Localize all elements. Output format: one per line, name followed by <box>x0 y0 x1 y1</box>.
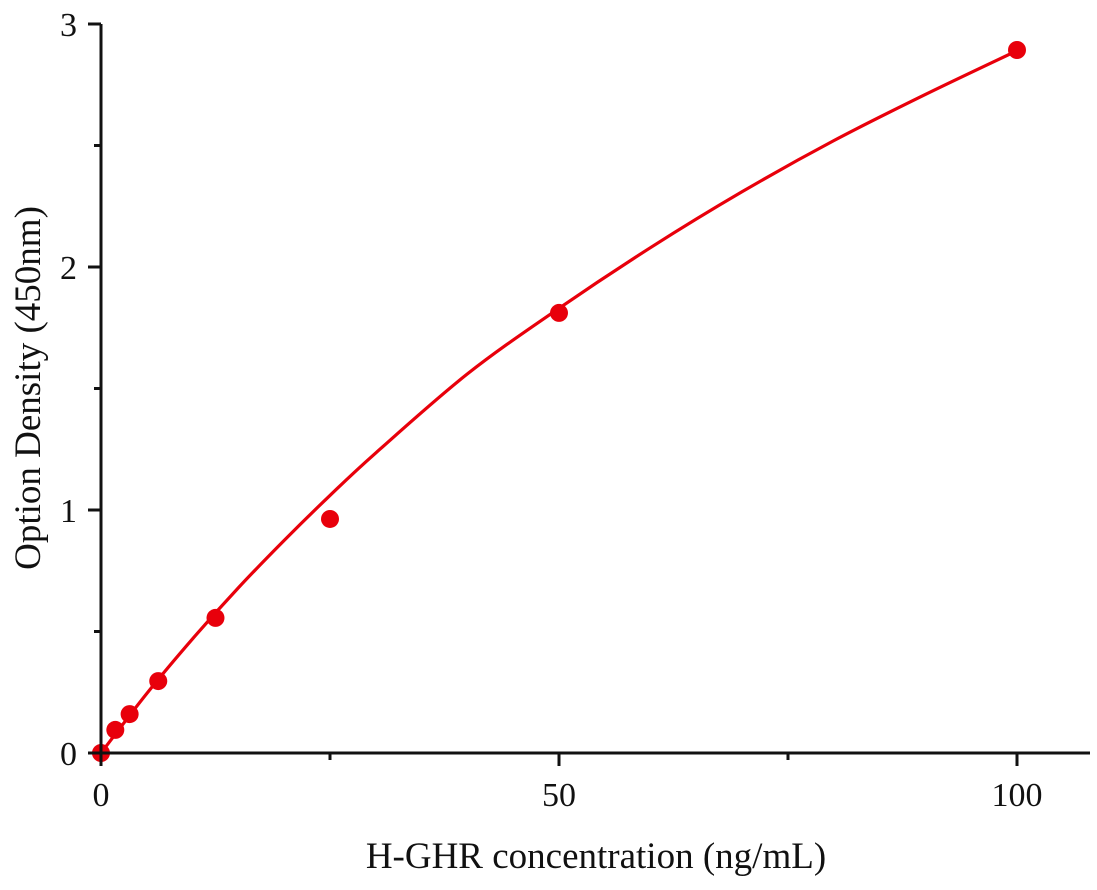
x-tick-label: 0 <box>93 777 110 814</box>
y-tick-label: 1 <box>60 493 77 530</box>
plot-area <box>92 41 1026 762</box>
data-point <box>149 672 168 691</box>
y-tick-label: 0 <box>60 736 77 773</box>
data-point <box>550 303 568 322</box>
data-point <box>120 705 139 724</box>
y-tick-label: 2 <box>60 250 77 287</box>
data-point <box>206 608 225 627</box>
x-tick-label: 50 <box>542 777 576 814</box>
x-axis-title: H-GHR concentration (ng/mL) <box>366 836 826 877</box>
x-tick-label: 100 <box>992 777 1043 814</box>
fit-curve <box>99 49 1018 754</box>
data-point <box>1008 41 1026 60</box>
y-axis-title: Option Density (450nm) <box>8 206 49 570</box>
axes: 0 50 100 0 1 2 3 <box>60 7 1090 814</box>
y-tick-label: 3 <box>60 7 77 44</box>
data-point <box>106 720 125 739</box>
data-point <box>321 509 339 528</box>
